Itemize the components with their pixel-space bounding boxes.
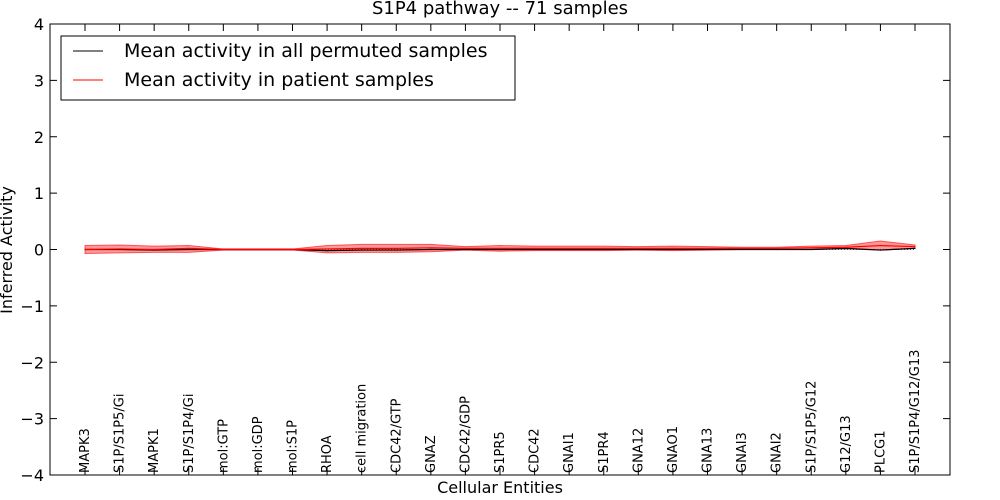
permuted-mean-line-point — [603, 248, 605, 251]
permuted-mean-line-point — [568, 248, 570, 251]
x-category-label: cell migration — [355, 384, 370, 473]
y-tick-label: −3 — [20, 410, 44, 429]
x-category-label: mol:GDP — [251, 416, 266, 473]
permuted-mean-line-point — [741, 248, 743, 251]
permuted-mean-line-point — [188, 248, 190, 251]
permuted-mean-line-point — [326, 250, 328, 252]
permuted-mean-line-point — [533, 248, 536, 251]
x-category-label: G12/G13 — [839, 415, 854, 473]
permuted-mean-line-point — [810, 248, 812, 251]
x-category-label: S1P/S1P4/Gi — [182, 394, 197, 473]
patient-mean-line-point — [222, 248, 224, 251]
x-category-label: GNAI2 — [770, 432, 785, 473]
x-category-label: GNAI3 — [735, 432, 750, 473]
permuted-mean-line-point — [464, 248, 467, 251]
permuted-mean-line-point — [637, 248, 639, 251]
patient-mean-line-point — [361, 247, 363, 249]
x-category-label: GNA13 — [701, 428, 716, 473]
y-tick-label: 0 — [34, 241, 44, 260]
x-category-label: S1PR5 — [493, 431, 508, 473]
patient-mean-line-point — [914, 246, 916, 248]
x-category-label: S1P/S1P5/Gi — [113, 394, 128, 473]
y-tick-label: 3 — [34, 71, 44, 90]
permuted-mean-line-point — [914, 247, 916, 249]
x-category-label: mol:GTP — [216, 419, 231, 473]
patient-mean-line-point — [257, 248, 259, 251]
x-category-label: GNAZ — [424, 435, 439, 473]
plot-frame — [49, 23, 951, 476]
permuted-mean-line-point — [395, 249, 397, 251]
permuted-mean-line-point — [879, 249, 882, 251]
legend-label-patient: Mean activity in patient samples — [124, 69, 434, 91]
y-tick-label: 1 — [34, 184, 44, 203]
x-category-label: GNAO1 — [666, 426, 681, 473]
legend-label-permuted: Mean activity in all permuted samples — [124, 40, 487, 62]
patient-mean-line-point — [568, 247, 570, 249]
patient-mean-line-point — [188, 247, 190, 249]
patient-mean-line-point — [326, 248, 328, 250]
patient-mean-line-point — [637, 247, 639, 249]
patient-mean-line-point — [153, 248, 155, 251]
legend-box — [60, 35, 516, 101]
patient-mean-line-point — [395, 247, 397, 249]
patient-mean-line-point — [810, 247, 812, 249]
x-category-label: S1P/S1P4/G12/G13 — [908, 350, 923, 473]
y-tick-label: −2 — [20, 353, 44, 372]
permuted-mean-line-point — [706, 248, 709, 251]
x-category-label: GNA12 — [631, 428, 646, 473]
permuted-mean-line-point — [672, 248, 674, 251]
x-category-label: MAPK1 — [147, 428, 162, 473]
patient-mean-line-point — [741, 247, 743, 249]
x-category-label: PLCG1 — [873, 430, 888, 473]
y-tick-label: −4 — [20, 466, 44, 485]
patient-mean-line-point — [430, 247, 432, 249]
patient-mean-line-point — [706, 247, 709, 249]
patient-mean-line-point — [776, 247, 778, 249]
x-category-label: MAPK3 — [78, 428, 93, 473]
x-category-label: RHOA — [320, 435, 335, 473]
x-category-label: CDC42 — [528, 428, 543, 473]
permuted-mean-line-point — [361, 249, 363, 251]
permuted-mean-line-point — [776, 248, 778, 251]
patient-mean-line-point — [464, 247, 467, 249]
x-axis-label: Cellular Entities — [437, 478, 563, 497]
y-tick-label: 4 — [34, 15, 44, 34]
x-category-label: S1P/S1P5/G12 — [804, 381, 819, 473]
patient-mean-line-point — [603, 247, 605, 249]
patient-mean-line-point — [845, 246, 847, 248]
x-category-label: S1PR4 — [597, 431, 612, 473]
x-category-label: CDC42/GTP — [389, 398, 404, 473]
patient-mean-line-point — [672, 247, 674, 249]
chart-title: S1P4 pathway -- 71 samples — [372, 0, 628, 19]
x-category-label: CDC42/GDP — [458, 396, 473, 473]
patient-mean-line-point — [533, 247, 536, 249]
x-category-label: mol:S1P — [286, 420, 301, 473]
patient-mean-line-point — [84, 248, 86, 251]
y-tick-label: 2 — [34, 128, 44, 147]
patient-mean-line-point — [118, 248, 121, 250]
y-tick-label: −1 — [20, 297, 44, 316]
patient-mean-line-point — [499, 247, 501, 249]
permuted-mean-line-point — [430, 248, 432, 251]
permuted-mean-line-point — [499, 248, 501, 251]
x-category-label: GNAI1 — [562, 432, 577, 473]
y-axis-label: Inferred Activity — [0, 186, 16, 314]
patient-mean-line-point — [879, 244, 882, 247]
permuted-mean-line-point — [845, 247, 847, 249]
legend: Mean activity in all permuted samples Me… — [60, 35, 516, 101]
patient-mean-line-point — [291, 248, 294, 251]
